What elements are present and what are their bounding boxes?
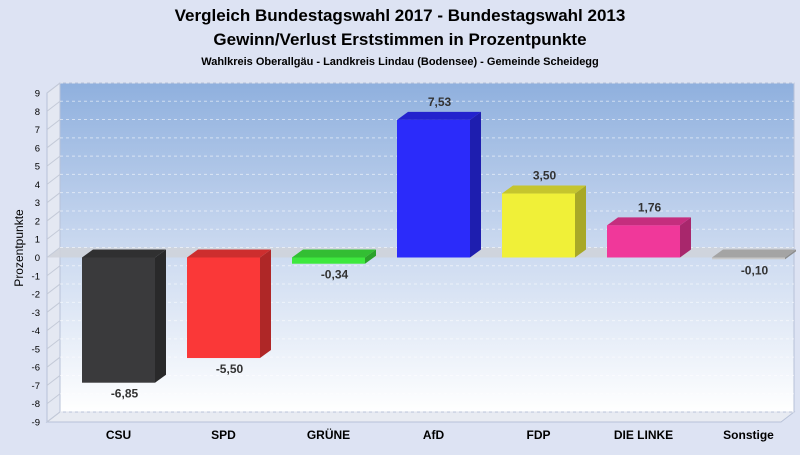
x-tick-label: FDP — [527, 428, 551, 442]
grid-line — [46, 375, 61, 386]
value-label: 1,76 — [638, 200, 662, 214]
bar-top — [712, 249, 796, 258]
bar-front — [397, 119, 470, 258]
value-label: -0,34 — [321, 268, 349, 282]
bar-side — [470, 111, 481, 258]
grid-line — [46, 119, 61, 130]
bar-sonstige — [712, 249, 796, 260]
bar-fdp — [502, 185, 586, 258]
grid-line — [46, 137, 61, 149]
grid-line — [46, 338, 61, 350]
bar-front — [187, 257, 260, 359]
x-tick-label: DIE LINKE — [614, 428, 673, 442]
y-tick-label: -1 — [32, 271, 40, 282]
y-tick-label: -5 — [32, 344, 40, 355]
grid-line — [46, 265, 61, 277]
grid-line — [46, 100, 61, 112]
grid-line — [46, 192, 61, 204]
bar-front — [502, 193, 575, 258]
y-tick-labels: 9 8 7 6 5 4 3 2 1 0 -1 -2 -3 -4 -5 -6 -7 -8 -9 — [32, 89, 40, 429]
bar-top — [82, 249, 166, 258]
bar-gr-ne — [292, 249, 376, 264]
bar-die-linke — [607, 217, 691, 258]
x-tick-label: GRÜNE — [307, 427, 350, 442]
bar-side — [575, 185, 586, 258]
value-label: -5,50 — [216, 362, 244, 376]
y-tick-label: 2 — [35, 216, 40, 227]
x-tick-label: CSU — [106, 428, 131, 442]
y-tick-label: 5 — [35, 162, 40, 173]
x-tick-label: Sonstige — [723, 428, 774, 442]
y-tick-label: -9 — [32, 418, 40, 429]
bar-front — [292, 257, 365, 264]
grid-line — [46, 228, 61, 240]
x-tick-label: AfD — [423, 428, 445, 442]
bar-side — [680, 217, 691, 258]
bar-front — [607, 225, 680, 258]
y-tick-label: 7 — [35, 125, 40, 136]
bars — [82, 111, 796, 383]
grid-line — [46, 210, 61, 222]
grid-line — [46, 155, 61, 167]
y-tick-label: -4 — [32, 326, 40, 337]
chart-subtitle: Gewinn/Verlust Erststimmen in Prozentpun… — [213, 30, 586, 49]
y-tick-label: 1 — [35, 235, 40, 246]
x-tick-labels: CSU SPD GRÜNE AfD FDP DIE LINKE Sonstige — [106, 427, 774, 442]
y-tick-label: 9 — [35, 89, 40, 100]
y-tick-label: 6 — [35, 143, 40, 154]
chart-title: Vergleich Bundestagswahl 2017 - Bundesta… — [175, 6, 626, 25]
y-tick-label: -7 — [32, 381, 40, 392]
bar-top — [292, 249, 376, 258]
y-tick-label: -3 — [32, 308, 40, 319]
bar-top — [607, 217, 691, 226]
bar-side — [365, 249, 376, 264]
grid-line — [46, 393, 61, 405]
y-axis-label: Prozentpunkte — [12, 209, 26, 287]
value-label: -0,10 — [741, 263, 769, 277]
y-tick-label: -8 — [32, 399, 40, 410]
y-tick-label: -6 — [32, 363, 40, 374]
plot-floor — [45, 411, 796, 423]
bar-front — [82, 257, 155, 383]
grid-line — [46, 247, 61, 258]
value-label: 7,53 — [428, 95, 452, 109]
bar-afd — [397, 111, 481, 258]
bar-front — [712, 257, 785, 260]
y-tick-label: 0 — [35, 253, 40, 264]
grid-line — [46, 356, 61, 368]
value-labels: -6,85 -5,50 -0,34 7,53 3,50 1,76 -0,10 — [111, 95, 769, 401]
grid-line — [46, 301, 61, 313]
bar-side — [260, 249, 271, 359]
value-label: 3,50 — [533, 169, 557, 183]
grid-line — [46, 283, 61, 295]
bar-top — [187, 249, 271, 258]
bar-top — [502, 185, 586, 194]
y-tick-label: 4 — [35, 180, 40, 191]
y-tick-label: -2 — [32, 290, 40, 301]
bar-spd — [187, 249, 271, 359]
bar-side — [785, 249, 796, 260]
bar-csu — [82, 249, 166, 383]
y-tick-label: 3 — [35, 198, 40, 209]
grid-line — [46, 173, 61, 185]
x-tick-label: SPD — [211, 428, 236, 442]
chart-caption: Wahlkreis Oberallgäu - Landkreis Lindau … — [201, 56, 599, 68]
bar-top — [397, 111, 481, 120]
grid-line — [46, 82, 61, 94]
y-tick-label: 8 — [35, 107, 40, 118]
value-label: -6,85 — [111, 387, 139, 401]
grid-line — [46, 411, 61, 423]
grid-line — [46, 320, 61, 332]
bar-side — [155, 249, 166, 383]
